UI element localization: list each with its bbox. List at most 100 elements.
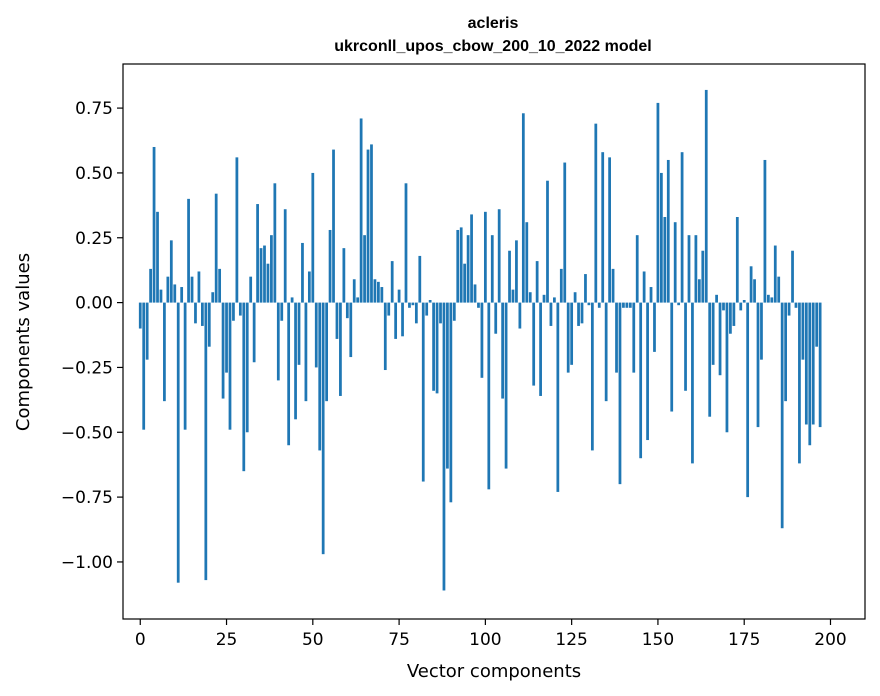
bar-157 <box>680 152 684 303</box>
bar-9 <box>169 240 173 303</box>
bar-189 <box>791 250 794 303</box>
bar-95 <box>466 235 470 303</box>
bar-197 <box>818 302 822 428</box>
bar-70 <box>380 287 384 303</box>
bar-24 <box>221 302 225 399</box>
bar-100 <box>483 211 487 303</box>
bar-20 <box>207 302 211 347</box>
bar-116 <box>539 302 542 396</box>
bar-185 <box>777 276 781 303</box>
bar-31 <box>245 302 249 433</box>
x-tick-label: 0 <box>135 630 146 650</box>
bar-156 <box>677 302 681 306</box>
bar-21 <box>211 292 215 303</box>
bar-42 <box>283 209 287 303</box>
bar-193 <box>804 302 808 425</box>
bar-83 <box>425 302 429 316</box>
bar-120 <box>553 297 556 303</box>
bar-32 <box>249 276 253 303</box>
bar-149 <box>653 302 656 352</box>
bar-78 <box>408 302 411 308</box>
bar-148 <box>649 287 653 303</box>
bar-154 <box>670 302 674 412</box>
bar-67 <box>370 144 373 303</box>
bar-128 <box>580 302 584 324</box>
bar-94 <box>463 263 467 303</box>
bar-170 <box>725 302 729 433</box>
bar-180 <box>760 302 763 360</box>
bar-91 <box>452 302 456 321</box>
bar-8 <box>166 276 170 303</box>
bar-25 <box>225 302 228 373</box>
bar-39 <box>273 183 277 303</box>
bar-6 <box>159 289 163 303</box>
bar-103 <box>494 302 498 334</box>
bar-72 <box>387 302 391 316</box>
bar-11 <box>176 302 180 583</box>
bar-106 <box>504 302 508 469</box>
bar-147 <box>646 302 649 441</box>
bar-118 <box>546 180 549 303</box>
bar-172 <box>732 302 736 326</box>
bar-38 <box>270 235 273 303</box>
chart-title: acleris <box>468 15 519 32</box>
bar-125 <box>570 302 574 365</box>
bar-23 <box>218 268 222 303</box>
bar-107 <box>508 250 511 303</box>
bar-126 <box>573 292 577 303</box>
bar-73 <box>390 261 394 303</box>
bar-18 <box>201 302 204 326</box>
bar-113 <box>528 292 532 303</box>
bar-61 <box>349 302 353 358</box>
bar-85 <box>432 302 435 391</box>
bar-48 <box>304 302 308 402</box>
bar-96 <box>470 214 473 303</box>
bar-140 <box>622 302 625 308</box>
bar-46 <box>297 302 301 365</box>
bar-141 <box>625 302 629 308</box>
bar-88 <box>442 302 446 591</box>
plot-frame <box>122 63 866 620</box>
bar-124 <box>566 302 570 373</box>
bar-133 <box>597 302 601 308</box>
bar-163 <box>701 250 705 303</box>
bar-65 <box>363 235 366 303</box>
bar-52 <box>318 302 322 451</box>
bar-129 <box>584 274 587 303</box>
bar-33 <box>252 302 256 363</box>
bar-90 <box>449 302 453 503</box>
bar-161 <box>694 235 698 303</box>
x-tick-label: 200 <box>814 630 846 650</box>
bar-159 <box>687 235 691 303</box>
bar-16 <box>194 302 197 324</box>
x-tick-label: 175 <box>728 630 760 650</box>
bar-77 <box>404 183 408 303</box>
bar-108 <box>511 289 515 303</box>
bar-79 <box>411 302 415 306</box>
bar-136 <box>608 157 611 303</box>
bar-186 <box>780 302 784 529</box>
bar-14 <box>187 198 190 303</box>
x-tick-label: 50 <box>302 630 324 650</box>
bar-174 <box>739 302 743 311</box>
bar-51 <box>314 302 318 368</box>
bar-28 <box>235 157 239 303</box>
bar-50 <box>311 172 315 303</box>
bar-64 <box>359 118 363 303</box>
y-tick-label: 0.75 <box>75 99 113 119</box>
chart-subtitle: ukrconll_upos_cbow_200_10_2022 model <box>334 38 651 55</box>
bar-10 <box>173 284 177 303</box>
bar-40 <box>276 302 280 381</box>
bar-146 <box>642 271 646 303</box>
bar-93 <box>459 227 463 303</box>
bar-151 <box>660 172 663 303</box>
bar-74 <box>394 302 398 339</box>
bar-102 <box>490 235 494 303</box>
bar-183 <box>770 297 774 303</box>
bar-86 <box>435 302 439 394</box>
bar-104 <box>497 209 501 303</box>
bar-175 <box>742 300 746 303</box>
bar-63 <box>356 297 360 303</box>
bar-144 <box>635 235 639 303</box>
